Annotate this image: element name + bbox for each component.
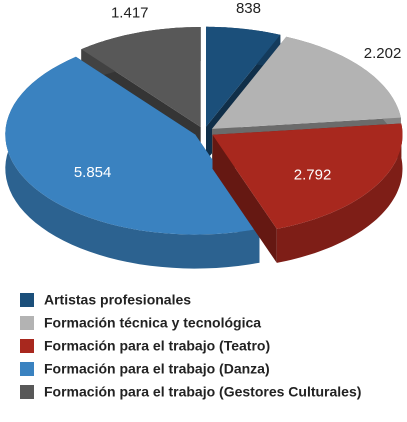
- slice-wall: [212, 134, 277, 263]
- legend-label: Formación para el trabajo (Teatro): [44, 338, 270, 354]
- value-label: 1.417: [111, 4, 149, 21]
- legend-label: Formación técnica y tecnológica: [44, 315, 261, 331]
- slice-top: [5, 56, 260, 235]
- slice-side: [5, 56, 260, 269]
- slice-top: [206, 26, 281, 127]
- slice-top: [212, 36, 401, 129]
- legend-label: Formación para el trabajo (Danza): [44, 361, 270, 377]
- slice: [212, 123, 403, 263]
- legend-label: Formación para el trabajo (Gestores Cult…: [44, 384, 361, 400]
- slice: [5, 56, 260, 269]
- value-label: 2.202: [364, 45, 402, 62]
- value-label: 2.792: [294, 166, 332, 183]
- legend-swatch: [20, 316, 34, 330]
- slice-top: [212, 123, 403, 229]
- slice-top: [81, 27, 201, 127]
- legend-swatch: [20, 339, 34, 353]
- legend-swatch: [20, 293, 34, 307]
- value-label: 5.854: [74, 164, 112, 181]
- legend-swatch: [20, 362, 34, 376]
- slice-side: [276, 123, 403, 263]
- legend-label: Artistas profesionales: [44, 292, 191, 308]
- value-label: 838: [236, 0, 261, 17]
- legend-swatch: [20, 385, 34, 399]
